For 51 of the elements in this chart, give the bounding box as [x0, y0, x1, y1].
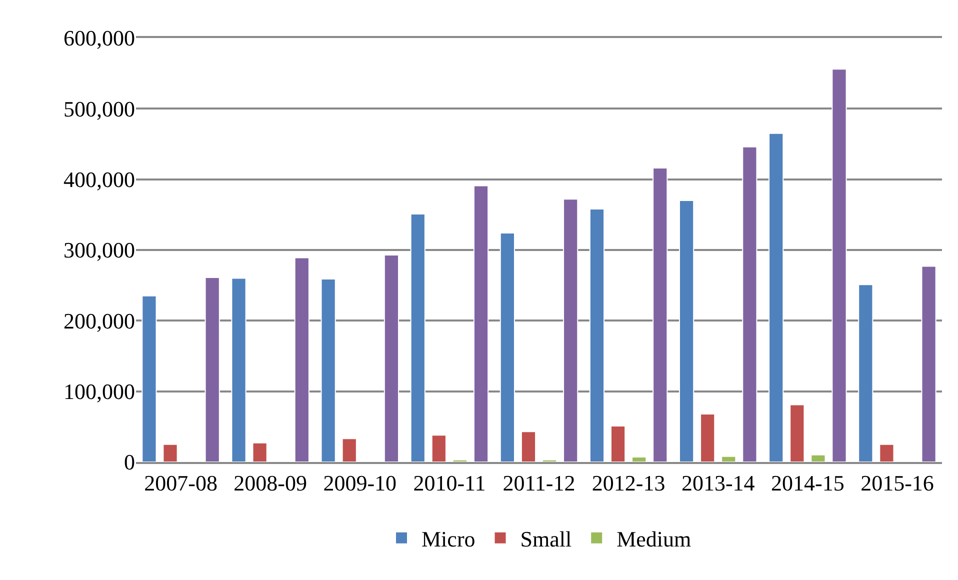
x-tick-label: 2011-12 [502, 470, 576, 496]
bar [320, 278, 336, 462]
bar [231, 278, 246, 462]
bar [879, 444, 894, 462]
bar [921, 266, 936, 462]
y-tick-label: 600,000 [64, 26, 135, 51]
legend-label: Small [520, 526, 572, 552]
bar [162, 444, 178, 462]
bar [500, 232, 515, 462]
y-tick-label: 500,000 [64, 96, 135, 122]
bar [858, 284, 874, 462]
y-tick-label: 300,000 [64, 238, 135, 263]
bar [563, 198, 578, 462]
x-tick-label: 2014-15 [771, 470, 844, 496]
x-tick-label: 2012-13 [592, 470, 666, 496]
bar [589, 208, 605, 462]
x-tick-label: 2009-10 [323, 470, 397, 496]
bar [410, 213, 426, 462]
bar [542, 459, 558, 462]
bar [652, 168, 668, 462]
bar [632, 456, 647, 462]
x-tick-label: 2010-11 [413, 470, 486, 496]
y-tick-label: 0 [124, 450, 135, 475]
x-tick-label: 2015-16 [860, 470, 934, 496]
bar [700, 413, 716, 462]
bar [294, 257, 310, 462]
y-tick-label: 100,000 [64, 379, 135, 404]
y-tick-label: 200,000 [64, 308, 135, 334]
bar [678, 200, 694, 462]
bar [810, 454, 826, 462]
bar [473, 185, 489, 462]
legend-label: Medium [616, 526, 692, 552]
bar [142, 295, 157, 462]
x-tick-label: 2013-14 [681, 470, 755, 496]
x-tick-label: 2007-08 [144, 470, 218, 496]
bar [252, 442, 268, 462]
bar [610, 425, 626, 462]
bar [452, 459, 468, 462]
bar [721, 456, 736, 462]
bar [342, 438, 357, 462]
bar [520, 431, 536, 462]
bar [204, 277, 220, 462]
bar [384, 254, 400, 462]
x-tick-label: 2008-09 [234, 470, 307, 496]
legend-label: Micro [422, 526, 476, 552]
bar [768, 132, 784, 462]
bar [832, 68, 847, 462]
bar [742, 146, 758, 462]
bar [431, 434, 446, 462]
bar [790, 404, 805, 462]
y-tick-label: 400,000 [64, 167, 135, 192]
